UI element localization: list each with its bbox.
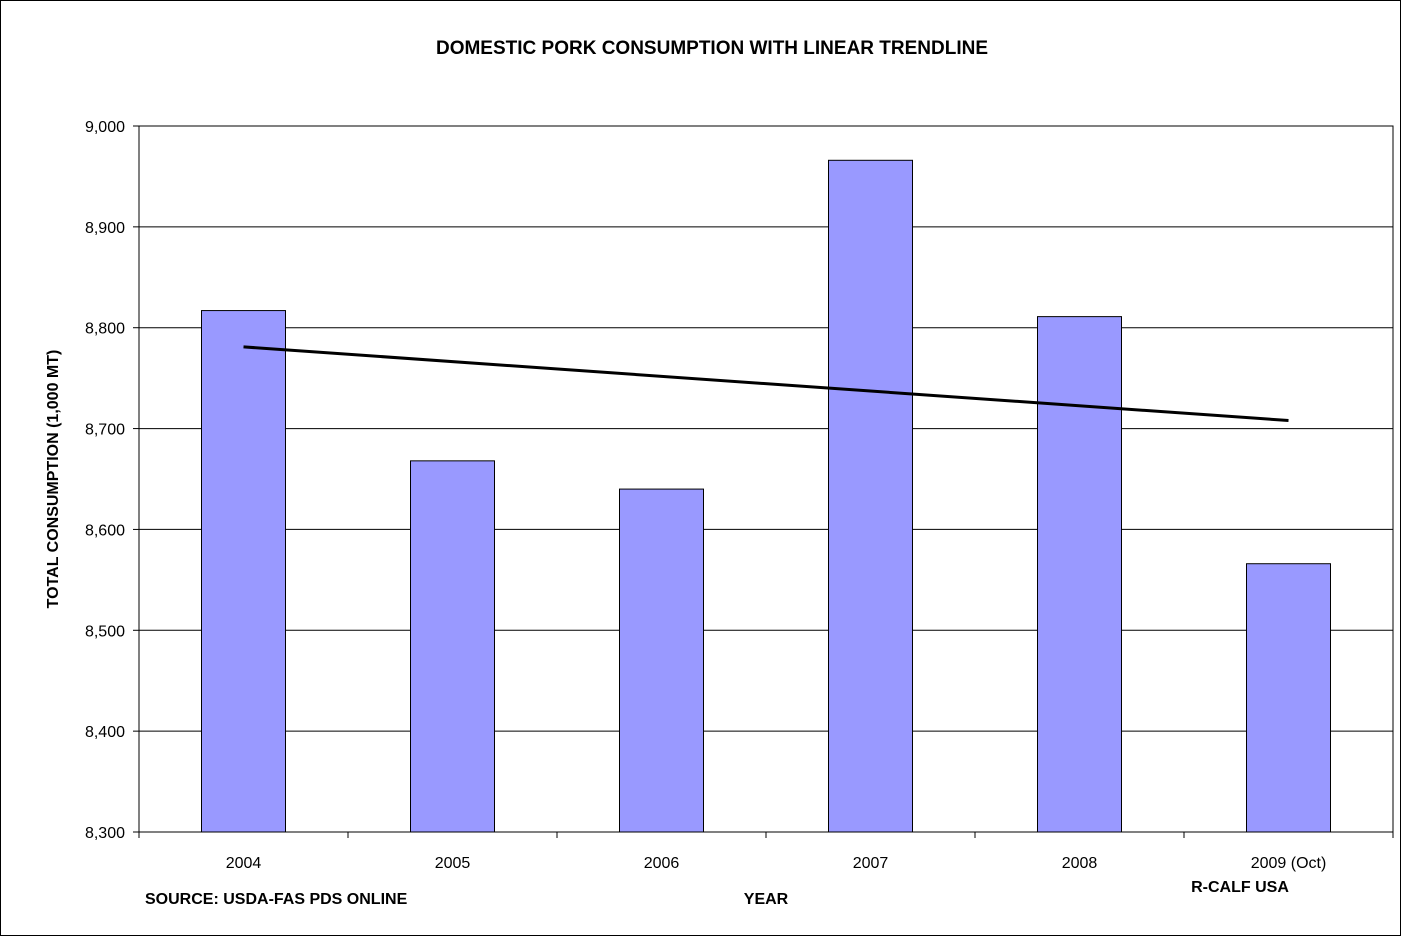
axes: 8,300 8,400 8,500 8,600 8,700 8,800 8,900 9,000… xyxy=(85,119,1394,872)
x-tick-label: 2008 xyxy=(1062,855,1098,872)
x-axis-title: YEAR xyxy=(744,891,789,908)
y-tick-label: 8,300 xyxy=(85,825,125,842)
x-tick-label: 2006 xyxy=(644,855,680,872)
y-tick-label: 9,000 xyxy=(85,119,125,136)
y-tick-label: 8,400 xyxy=(85,724,125,741)
credit-note: R-CALF USA xyxy=(1191,879,1289,896)
y-tick-label: 8,500 xyxy=(85,623,125,640)
plot-area-border xyxy=(138,125,1394,833)
bar-2005 xyxy=(410,460,495,833)
x-tick-label: 2007 xyxy=(853,855,889,872)
y-tick-label: 8,900 xyxy=(85,220,125,237)
bar-2007 xyxy=(828,159,913,833)
y-axis-title: TOTAL CONSUMPTION (1,000 MT) xyxy=(45,350,62,609)
bar-2009-oct xyxy=(1246,563,1331,833)
bar-2004 xyxy=(201,310,286,833)
y-tick-label: 8,600 xyxy=(85,522,125,539)
x-tick-label: 2005 xyxy=(435,855,471,872)
trendline-group xyxy=(243,345,1289,422)
bar-2006 xyxy=(619,488,704,833)
bar-2008 xyxy=(1037,316,1122,833)
y-tick-label: 8,700 xyxy=(85,422,125,439)
x-tick-label: 2004 xyxy=(226,855,262,872)
y-tick-label: 8,800 xyxy=(85,321,125,338)
chart-title: DOMESTIC PORK CONSUMPTION WITH LINEAR TR… xyxy=(436,38,988,59)
source-note: SOURCE: USDA-FAS PDS ONLINE xyxy=(145,891,408,908)
gridlines xyxy=(139,125,1393,732)
linear-trendline xyxy=(243,345,1289,422)
x-tick-label: 2009 (Oct) xyxy=(1251,855,1327,872)
